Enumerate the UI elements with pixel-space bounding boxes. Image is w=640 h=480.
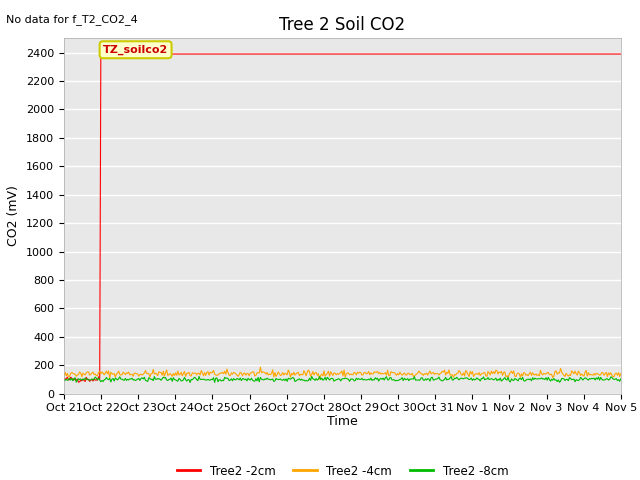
Tree2 -2cm: [519, 51, 527, 57]
Tree2 -8cm: [60, 378, 68, 384]
Tree2 -4cm: [316, 376, 323, 382]
Tree2 -8cm: [519, 374, 527, 380]
Text: TZ_soilco2: TZ_soilco2: [103, 45, 168, 55]
Tree2 -4cm: [606, 372, 614, 378]
Tree2 -4cm: [60, 372, 68, 378]
Tree2 -8cm: [308, 373, 316, 379]
Tree2 -4cm: [394, 371, 401, 376]
Tree2 -8cm: [617, 376, 625, 382]
Tree2 -2cm: [75, 379, 83, 385]
Tree2 -8cm: [327, 376, 335, 382]
Tree2 -2cm: [364, 51, 371, 57]
Tree2 -4cm: [257, 364, 264, 370]
Legend: Tree2 -2cm, Tree2 -4cm, Tree2 -8cm: Tree2 -2cm, Tree2 -4cm, Tree2 -8cm: [172, 460, 513, 480]
Tree2 -2cm: [97, 51, 105, 57]
Line: Tree2 -2cm: Tree2 -2cm: [64, 54, 621, 382]
Tree2 -4cm: [364, 371, 371, 376]
Tree2 -4cm: [330, 370, 338, 376]
Tree2 -2cm: [394, 51, 401, 57]
Tree2 -4cm: [617, 371, 625, 377]
Tree2 -2cm: [330, 51, 338, 57]
Tree2 -2cm: [60, 376, 68, 382]
Text: No data for f_T2_CO2_4: No data for f_T2_CO2_4: [6, 14, 138, 25]
X-axis label: Time: Time: [327, 415, 358, 428]
Tree2 -8cm: [364, 377, 371, 383]
Tree2 -8cm: [186, 380, 194, 385]
Tree2 -4cm: [519, 373, 527, 379]
Line: Tree2 -4cm: Tree2 -4cm: [64, 367, 621, 379]
Title: Tree 2 Soil CO2: Tree 2 Soil CO2: [279, 16, 406, 34]
Tree2 -2cm: [606, 51, 614, 57]
Tree2 -4cm: [327, 369, 335, 374]
Tree2 -2cm: [617, 51, 625, 57]
Line: Tree2 -8cm: Tree2 -8cm: [64, 376, 621, 383]
Tree2 -8cm: [606, 376, 614, 382]
Y-axis label: CO2 (mV): CO2 (mV): [8, 186, 20, 246]
Tree2 -8cm: [330, 378, 338, 384]
Tree2 -8cm: [394, 378, 401, 384]
Tree2 -2cm: [327, 51, 335, 57]
